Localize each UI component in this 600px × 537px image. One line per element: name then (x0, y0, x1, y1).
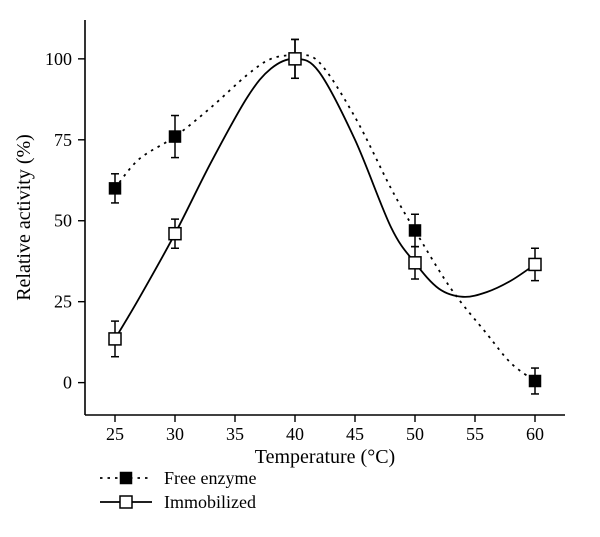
marker-immobilized (169, 228, 181, 240)
y-axis-label: Relative activity (%) (13, 134, 35, 301)
y-tick-label: 75 (54, 130, 72, 150)
x-tick-label: 60 (526, 424, 544, 444)
y-tick-label: 0 (63, 373, 72, 393)
marker-free-enzyme (410, 225, 421, 236)
x-tick-label: 40 (286, 424, 304, 444)
marker-immobilized (409, 257, 421, 269)
legend-marker (120, 496, 132, 508)
marker-immobilized (289, 53, 301, 65)
legend-marker (121, 473, 132, 484)
marker-free-enzyme (110, 183, 121, 194)
y-tick-label: 100 (45, 49, 72, 69)
marker-immobilized (109, 333, 121, 345)
marker-free-enzyme (170, 131, 181, 142)
legend-label: Immobilized (164, 492, 256, 512)
x-tick-label: 55 (466, 424, 484, 444)
x-tick-label: 30 (166, 424, 184, 444)
x-tick-label: 25 (106, 424, 124, 444)
y-tick-label: 25 (54, 292, 72, 312)
legend-label: Free enzyme (164, 468, 256, 488)
y-tick-label: 50 (54, 211, 72, 231)
marker-immobilized (529, 258, 541, 270)
chart-container: 25 30 35 40 45 50 55 60 Temperature (°C) 0 25 50 75 1… (0, 0, 600, 537)
chart-svg: 25 30 35 40 45 50 55 60 Temperature (°C) 0 25 50 75 1… (0, 0, 600, 537)
marker-free-enzyme (530, 376, 541, 387)
x-tick-label: 50 (406, 424, 424, 444)
x-tick-label: 45 (346, 424, 364, 444)
x-axis-label: Temperature (°C) (255, 446, 395, 468)
x-tick-label: 35 (226, 424, 244, 444)
